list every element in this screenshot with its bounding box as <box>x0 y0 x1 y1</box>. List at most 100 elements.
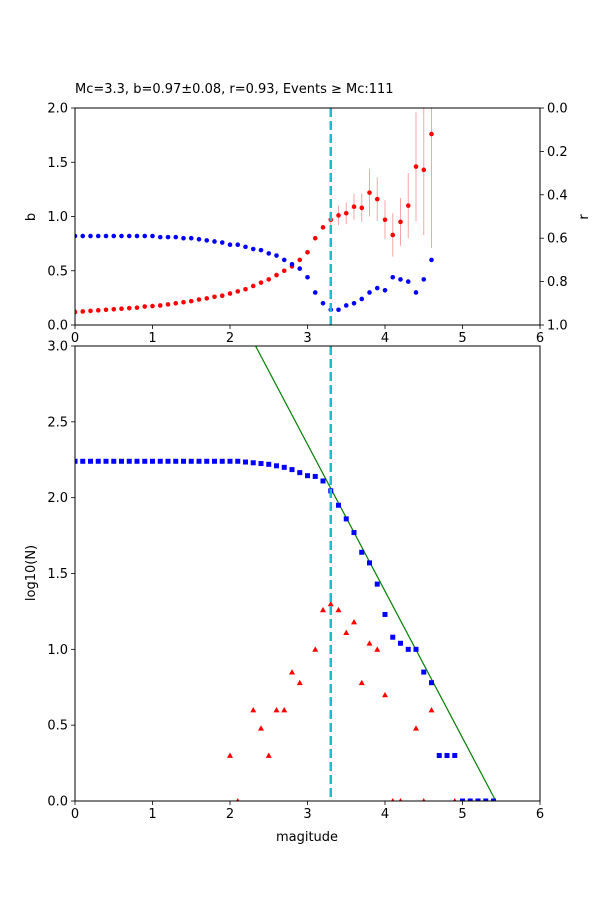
series-1-point <box>265 752 272 758</box>
series-1-point <box>405 279 411 284</box>
axes-frame <box>74 345 541 802</box>
series-0-point <box>142 458 148 464</box>
series-0-point <box>235 289 241 294</box>
series-0-point <box>150 458 155 464</box>
series-0-point <box>297 257 303 263</box>
series-1-point <box>150 233 155 239</box>
series-1-point <box>258 247 264 253</box>
series-0-point <box>243 459 248 465</box>
series-0-point <box>382 611 388 617</box>
series-1-point <box>358 679 365 686</box>
series-0-point <box>188 458 194 464</box>
series-0-point <box>157 303 163 308</box>
r-tick-label: 0.0 <box>547 102 568 117</box>
series-0-point <box>227 291 233 296</box>
y-tick-label: 1.0 <box>47 643 68 658</box>
x-tick-label: 6 <box>536 331 544 346</box>
series-1-point <box>88 233 93 239</box>
series-0-point <box>80 458 86 464</box>
series-1-point <box>366 640 373 646</box>
series-0-point <box>297 470 303 476</box>
r-tick-label: 0.6 <box>547 232 568 247</box>
x-tick-label: 5 <box>458 807 466 822</box>
series-0-point <box>436 753 442 758</box>
series-1-point <box>235 242 241 248</box>
series-0-point <box>367 560 372 566</box>
series-0-point <box>405 203 411 208</box>
x-tick-label: 0 <box>71 807 79 822</box>
series-0-point <box>219 293 225 299</box>
series-0-point <box>188 298 194 304</box>
series-1-point <box>250 707 257 713</box>
log-n-axis-label: log10(N) <box>24 545 39 601</box>
series-0-point <box>351 204 357 210</box>
series-0-point <box>157 458 163 464</box>
series-0-point <box>429 680 434 686</box>
series-1-point <box>422 798 426 801</box>
series-0-point <box>359 549 365 555</box>
series-0-point <box>281 268 287 274</box>
series-0-point <box>398 219 403 225</box>
y-tick-label: 3.0 <box>47 340 68 355</box>
series-1-point <box>320 606 326 613</box>
y-tick-label: 2.5 <box>47 415 68 430</box>
series-0-point <box>421 167 427 173</box>
series-1-point <box>336 307 341 313</box>
series-1-point <box>297 266 303 271</box>
series-0-point <box>289 467 295 473</box>
series-0-point <box>312 473 318 479</box>
series-1-point <box>250 246 256 252</box>
series-0-point <box>235 458 241 464</box>
series-0-point <box>390 232 396 238</box>
series-0-point <box>305 250 310 255</box>
series-1-point <box>382 691 388 698</box>
series-0-point <box>196 297 202 302</box>
series-0-point <box>374 196 380 202</box>
series-0-point <box>258 461 264 467</box>
series-1-point <box>351 619 357 625</box>
series-0-point <box>258 280 264 285</box>
series-1-point <box>289 261 295 267</box>
y-tick-label: 2.0 <box>47 491 68 506</box>
series-0-point <box>204 296 210 301</box>
series-1-point <box>312 290 318 295</box>
bottom-plot-area: 0 1 2 3 4 5 6 0.0 0.5 1.0 1.5 2.0 2.5 3.0 <box>47 340 544 823</box>
series-0-point <box>405 646 411 652</box>
series-1-point <box>173 234 179 240</box>
series-1-point <box>413 725 419 731</box>
series-0-point <box>382 217 388 223</box>
x-tick-label: 2 <box>226 331 234 346</box>
series-0-point <box>398 640 403 646</box>
series-1-point <box>258 725 264 731</box>
series-0-point <box>367 190 372 195</box>
x-tick-label: 0 <box>71 331 79 346</box>
series-1-point <box>421 277 427 282</box>
series-0-point <box>483 798 489 801</box>
x-tick-label: 3 <box>303 331 311 346</box>
axes-frame <box>74 107 541 326</box>
series-0-point <box>266 277 272 282</box>
series-0-point <box>320 225 326 230</box>
series-1-point <box>453 798 457 801</box>
r-tick-label: 0.2 <box>547 145 568 160</box>
data-marks <box>75 108 434 315</box>
top-plot-area: 0 1 2 3 4 5 6 0.0 0.5 1.0 1.5 2.0 0.0 0.2 0.4 0.6 0.8 1.0 <box>47 102 568 347</box>
series-0-point <box>75 309 78 315</box>
x-tick-label: 5 <box>458 331 466 346</box>
x-tick-label: 1 <box>148 331 156 346</box>
y-tick-label: 0.5 <box>47 719 68 734</box>
series-0-point <box>343 516 349 522</box>
gr-fit-line <box>255 346 497 801</box>
series-0-point <box>181 458 186 464</box>
series-1-point <box>428 707 435 713</box>
series-1-point <box>351 301 357 306</box>
series-1-point <box>165 234 171 240</box>
series-0-point <box>274 463 279 469</box>
series-1-point <box>204 238 210 243</box>
b-axis-label: b <box>24 213 39 221</box>
series-0-point <box>181 299 186 305</box>
series-0-point <box>421 669 427 675</box>
x-tick-label: 1 <box>148 807 156 822</box>
series-0-point <box>80 309 86 314</box>
